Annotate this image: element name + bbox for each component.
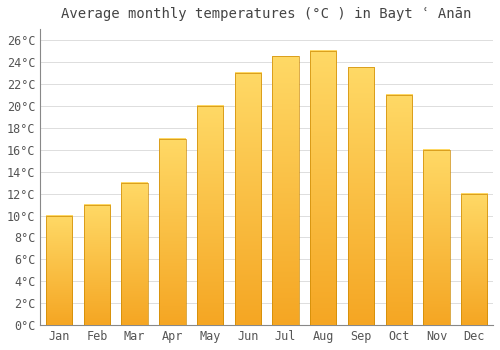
Bar	[197, 106, 224, 325]
Bar	[424, 150, 450, 325]
Title: Average monthly temperatures (°C ) in Bayt ʿ Anān: Average monthly temperatures (°C ) in Ba…	[62, 7, 472, 21]
Bar	[122, 183, 148, 325]
Bar	[159, 139, 186, 325]
Bar	[272, 56, 299, 325]
Bar	[84, 204, 110, 325]
Bar	[461, 194, 487, 325]
Bar	[386, 95, 412, 325]
Bar	[348, 68, 374, 325]
Bar	[234, 73, 261, 325]
Bar	[310, 51, 336, 325]
Bar	[46, 216, 72, 325]
